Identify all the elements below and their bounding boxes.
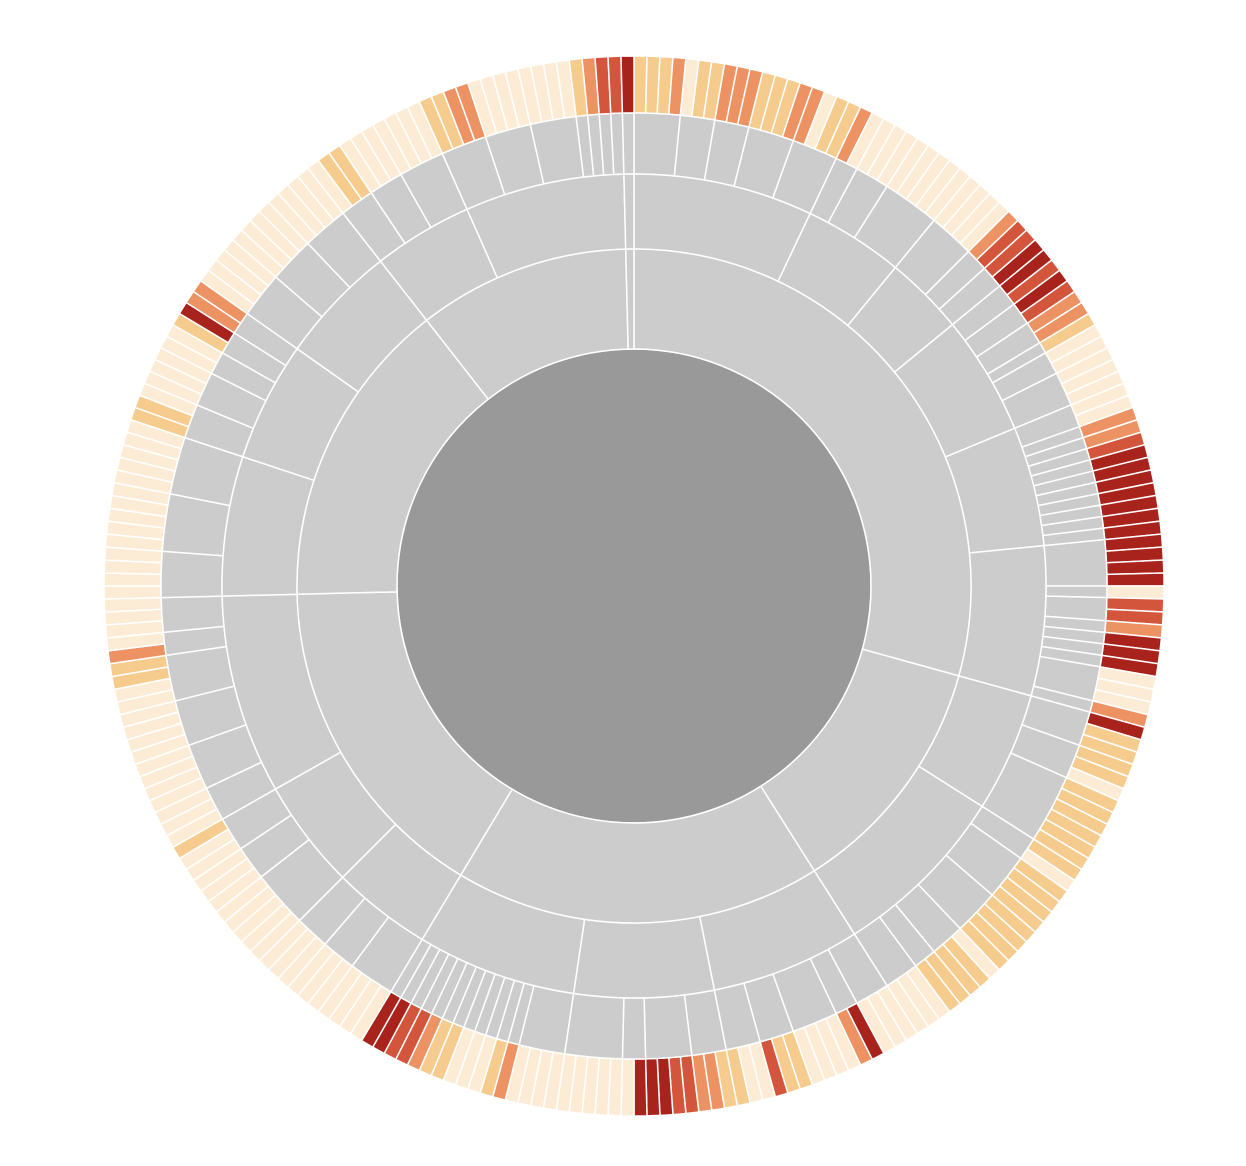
- leaf-arc: [103, 585, 162, 600]
- leaf-arc: [1106, 572, 1165, 587]
- branch-arc: [633, 112, 682, 177]
- leaf-arc: [633, 55, 648, 114]
- branch-arc: [633, 248, 972, 677]
- branch-arc: [160, 595, 225, 634]
- leaf-arc: [620, 55, 635, 114]
- branch-arc: [621, 997, 647, 1060]
- branch-arc: [160, 550, 224, 599]
- leaf-arc: [103, 596, 163, 613]
- branch-arc: [623, 173, 635, 250]
- leaf-arc: [620, 1058, 635, 1117]
- branch-arc: [624, 248, 635, 350]
- branch-arc: [957, 544, 1047, 697]
- leaf-arc: [644, 1057, 661, 1117]
- branch-arc: [563, 992, 625, 1060]
- leaf-arc: [103, 572, 162, 587]
- branch-arc: [643, 994, 693, 1060]
- leaf-arc: [1105, 559, 1165, 576]
- branch-arc: [621, 112, 635, 175]
- leaf-arc: [1106, 585, 1165, 600]
- branch-arc: [1043, 538, 1108, 587]
- branch-arc: [572, 915, 716, 999]
- leaf-arc: [607, 55, 624, 115]
- center-disc: [396, 348, 872, 824]
- leaf-arc: [633, 1058, 648, 1117]
